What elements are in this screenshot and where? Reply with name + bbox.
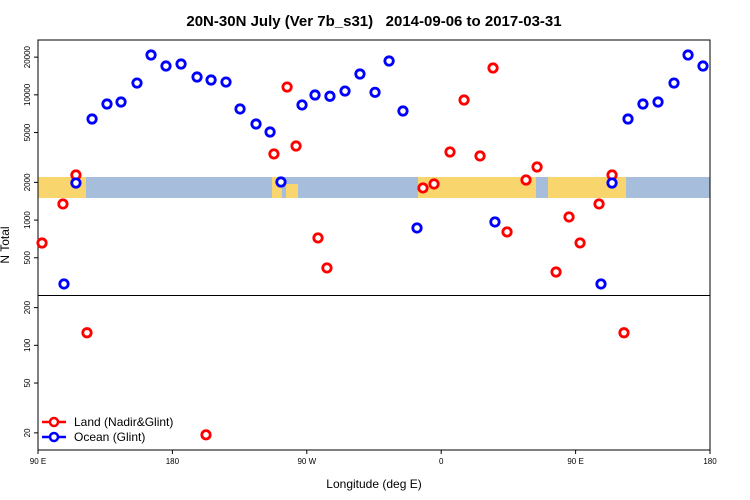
legend-label: Ocean (Glint) — [74, 430, 145, 444]
x-tick-label: 180 — [166, 457, 180, 466]
point — [175, 58, 187, 70]
y-tick-label: 200 — [23, 300, 32, 314]
point — [354, 68, 366, 80]
x-tick-label: 90 W — [297, 457, 316, 466]
y-axis-label: N Total — [0, 226, 12, 263]
point — [58, 278, 70, 290]
point — [57, 198, 69, 210]
point — [264, 126, 276, 138]
x-axis-label: Longitude (deg E) — [326, 477, 421, 491]
point — [339, 85, 351, 97]
point — [668, 77, 680, 89]
point — [428, 178, 440, 190]
point — [550, 266, 562, 278]
y-tick-label: 5000 — [23, 123, 32, 141]
point — [160, 60, 172, 72]
point — [86, 113, 98, 125]
point — [595, 278, 607, 290]
point — [383, 55, 395, 67]
point — [531, 161, 543, 173]
point — [618, 327, 630, 339]
point — [36, 237, 48, 249]
x-tick-label: 90 E — [567, 457, 583, 466]
point — [489, 216, 501, 228]
point — [574, 237, 586, 249]
legend-label: Land (Nadir&Glint) — [74, 415, 173, 429]
point — [296, 99, 308, 111]
point — [290, 140, 302, 152]
point — [474, 150, 486, 162]
point — [101, 98, 113, 110]
y-tick-label: 1000 — [23, 211, 32, 229]
point — [115, 96, 127, 108]
y-tick-label: 20 — [23, 428, 32, 437]
point — [417, 182, 429, 194]
point — [250, 118, 262, 130]
y-tick-label: 10000 — [23, 83, 32, 106]
point — [312, 232, 324, 244]
point — [501, 226, 513, 238]
point — [321, 262, 333, 274]
legend-marker — [48, 416, 60, 428]
y-tick-label: 20000 — [23, 45, 32, 68]
x-tick-label: 90 E — [30, 457, 46, 466]
point — [458, 94, 470, 106]
point — [70, 177, 82, 189]
point — [487, 62, 499, 74]
y-tick-label: 50 — [23, 378, 32, 387]
point — [309, 89, 321, 101]
plot-frame — [37, 39, 711, 451]
point — [234, 103, 246, 115]
x-tick-label: 0 — [439, 457, 444, 466]
point — [205, 74, 217, 86]
y-tick-label: 100 — [23, 338, 32, 352]
point — [593, 198, 605, 210]
point — [397, 105, 409, 117]
chart-title: 20N-30N July (Ver 7b_s31) 2014-09-06 to … — [186, 13, 561, 30]
point — [81, 327, 93, 339]
point — [697, 60, 709, 72]
point — [275, 176, 287, 188]
point — [220, 76, 232, 88]
point — [200, 429, 212, 441]
point — [324, 90, 336, 102]
point — [563, 211, 575, 223]
point — [606, 177, 618, 189]
point — [622, 113, 634, 125]
point — [191, 71, 203, 83]
point — [652, 96, 664, 108]
point — [682, 49, 694, 61]
legend-marker — [48, 431, 60, 443]
y-tick-label: 500 — [23, 251, 32, 265]
point — [637, 98, 649, 110]
point — [145, 49, 157, 61]
point — [131, 77, 143, 89]
map-strip — [38, 177, 710, 198]
point — [268, 148, 280, 160]
point — [520, 174, 532, 186]
point — [281, 81, 293, 93]
x-tick-label: 180 — [703, 457, 717, 466]
point — [444, 146, 456, 158]
y-tick-label: 2000 — [23, 173, 32, 191]
point — [411, 222, 423, 234]
point — [369, 86, 381, 98]
